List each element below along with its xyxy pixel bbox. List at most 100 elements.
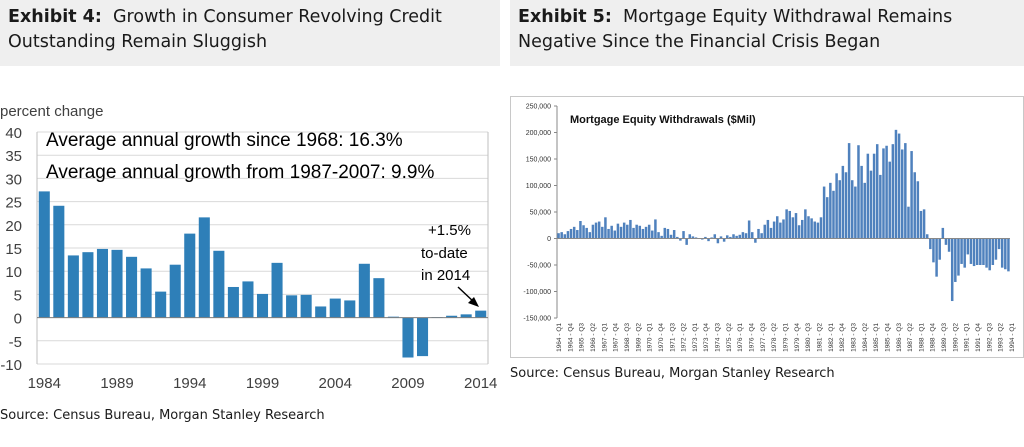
bar bbox=[997, 238, 1001, 250]
bar bbox=[929, 238, 932, 250]
bar bbox=[888, 161, 891, 239]
bar bbox=[1000, 238, 1004, 268]
bar bbox=[763, 224, 767, 239]
bar bbox=[850, 180, 854, 239]
bar bbox=[726, 235, 729, 239]
x-tick-label: 1970 - Q1 bbox=[647, 323, 654, 352]
bar bbox=[688, 234, 692, 239]
bar bbox=[938, 238, 941, 260]
y-tick-label: 40 bbox=[5, 125, 22, 142]
y-tick-label: 10 bbox=[5, 264, 22, 281]
y-tick-label: 250,000 bbox=[526, 104, 551, 111]
bar bbox=[872, 153, 876, 239]
x-tick-label: 2009 bbox=[391, 375, 424, 392]
bar bbox=[788, 210, 791, 239]
bar bbox=[847, 143, 851, 239]
bar bbox=[800, 219, 804, 239]
bar bbox=[588, 232, 592, 239]
y-tick-label: 50,000 bbox=[530, 210, 552, 217]
bar bbox=[679, 238, 682, 241]
y-tick-label: 200,000 bbox=[526, 130, 551, 137]
bar bbox=[832, 190, 835, 239]
bar bbox=[213, 250, 225, 318]
bar bbox=[950, 238, 954, 302]
bar bbox=[560, 232, 563, 239]
bar bbox=[776, 216, 779, 239]
bar bbox=[841, 165, 845, 239]
x-tick-label: 1977 - Q3 bbox=[760, 323, 767, 352]
bar bbox=[607, 228, 610, 239]
bar bbox=[169, 264, 181, 318]
bar bbox=[126, 256, 138, 318]
bar bbox=[616, 223, 620, 239]
bar bbox=[96, 248, 108, 318]
x-tick-label: 1984 - Q2 bbox=[862, 323, 869, 352]
bar bbox=[900, 149, 904, 239]
exhibit-5-label: Exhibit 5: bbox=[518, 7, 612, 27]
bar bbox=[572, 226, 576, 239]
bar bbox=[691, 236, 695, 239]
y-tick-label: -5 bbox=[9, 334, 22, 351]
bar bbox=[751, 232, 754, 239]
bar bbox=[271, 262, 283, 318]
bar bbox=[604, 217, 607, 239]
bar bbox=[626, 224, 629, 239]
x-tick-label: 1967 - Q4 bbox=[613, 323, 620, 352]
annotation-avg-since-1968: Average annual growth since 1968: 16.3% bbox=[46, 130, 403, 151]
x-tick-label: 1967 - Q1 bbox=[601, 323, 608, 352]
bar bbox=[682, 231, 685, 239]
bar bbox=[860, 165, 863, 239]
x-tick-label: 1966 - Q2 bbox=[590, 323, 597, 352]
bar bbox=[242, 281, 254, 318]
bar bbox=[747, 220, 751, 239]
exhibit-5-title: Mortgage Equity Withdrawal Remains Negat… bbox=[518, 7, 953, 52]
bar bbox=[891, 144, 895, 239]
bar bbox=[654, 219, 657, 239]
bar bbox=[782, 219, 785, 239]
x-tick-label: 1988 - Q1 bbox=[918, 323, 925, 352]
y-tick-label: -10 bbox=[0, 357, 22, 374]
bar bbox=[754, 238, 757, 243]
bar bbox=[732, 234, 735, 239]
x-tick-label: 1973 - Q1 bbox=[692, 323, 699, 352]
bar bbox=[869, 170, 873, 239]
bar bbox=[919, 210, 923, 239]
bar bbox=[594, 222, 598, 239]
bar bbox=[585, 227, 588, 239]
bar bbox=[300, 294, 312, 318]
bar bbox=[685, 238, 688, 245]
bar bbox=[566, 231, 570, 239]
x-tick-label: 1970 - Q4 bbox=[658, 323, 665, 352]
bar bbox=[1004, 238, 1007, 270]
bar bbox=[975, 238, 979, 265]
bar bbox=[657, 232, 660, 239]
bar bbox=[810, 218, 813, 239]
bar bbox=[994, 238, 998, 260]
x-tick-label: 1978 - Q2 bbox=[771, 323, 778, 352]
bar bbox=[557, 233, 560, 239]
bar bbox=[53, 205, 65, 318]
bar bbox=[947, 238, 951, 252]
bar bbox=[769, 227, 773, 239]
bar bbox=[885, 145, 888, 239]
bar bbox=[140, 268, 152, 318]
x-tick-label: 1987 - Q2 bbox=[907, 323, 914, 352]
y-tick-label: -50,000 bbox=[527, 263, 551, 270]
bar bbox=[988, 238, 991, 271]
x-tick-label: 1984 bbox=[28, 375, 61, 392]
bar bbox=[329, 298, 341, 318]
x-tick-label: 1974 - Q3 bbox=[715, 323, 722, 352]
bar bbox=[794, 213, 798, 239]
bar bbox=[863, 182, 866, 239]
x-tick-label: 1986 - Q3 bbox=[896, 323, 903, 352]
bar bbox=[701, 238, 704, 240]
bar bbox=[651, 230, 654, 239]
bar bbox=[757, 228, 760, 239]
bar bbox=[676, 236, 679, 239]
bar bbox=[835, 173, 838, 239]
x-tick-label: 1994 bbox=[173, 375, 206, 392]
bar bbox=[735, 235, 738, 239]
x-tick-label: 1989 bbox=[100, 375, 133, 392]
bar bbox=[82, 252, 94, 318]
bar bbox=[666, 228, 670, 239]
